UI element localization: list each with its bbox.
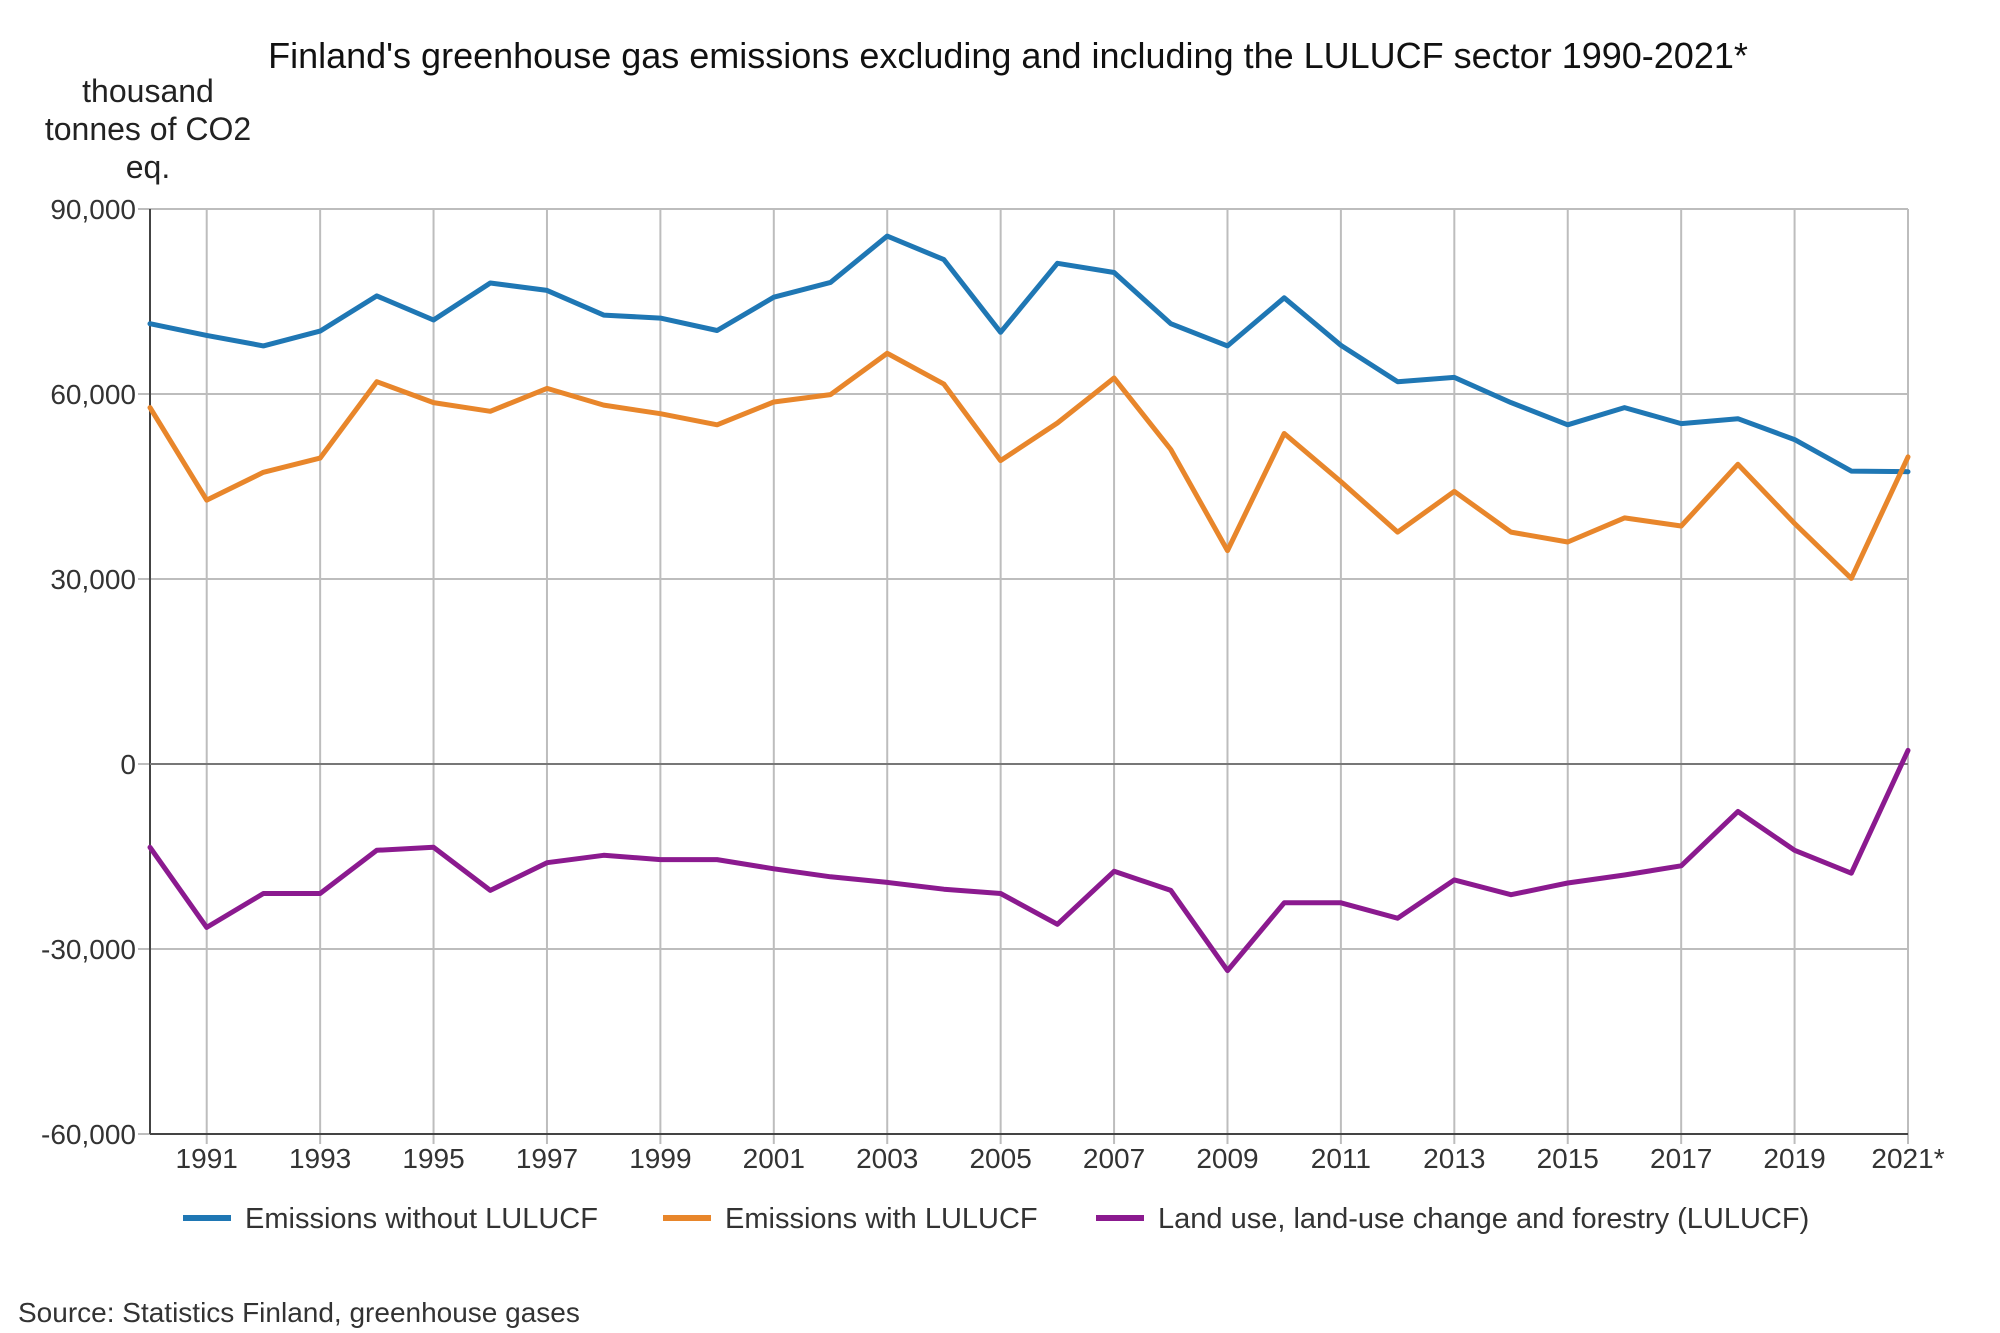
y-axis-label-line-2: tonnes of CO2: [45, 111, 251, 147]
y-axis-label-line-3: eq.: [126, 149, 170, 185]
legend: Emissions without LULUCF Emissions with L…: [183, 1203, 1809, 1235]
grid-lines: [138, 208, 1909, 1144]
series-line-3: [147, 747, 1911, 974]
legend-label: Emissions with LULUCF: [725, 1203, 1038, 1235]
x-tick-label: 1991: [176, 1143, 238, 1174]
x-tick-label: 2007: [1083, 1143, 1145, 1174]
x-tick-label: 2015: [1537, 1143, 1599, 1174]
series-lines: [147, 233, 1911, 974]
x-tick-label: 2005: [969, 1143, 1031, 1174]
x-tick-label: 1993: [289, 1143, 351, 1174]
x-tick-label: 2013: [1423, 1143, 1485, 1174]
x-tick-label: 2017: [1650, 1143, 1712, 1174]
y-axis-label-line-1: thousand: [82, 73, 214, 109]
y-tick-label: 90,000: [50, 194, 136, 225]
y-tick-label: 0: [120, 749, 136, 780]
x-tick-label: 2009: [1196, 1143, 1258, 1174]
x-tick-label: 2021*: [1871, 1143, 1944, 1174]
series-line-2: [147, 350, 1911, 581]
y-tick-label: 30,000: [50, 564, 136, 595]
legend-label: Land use, land-use change and forestry (…: [1158, 1203, 1809, 1235]
x-tick-label: 2019: [1763, 1143, 1825, 1174]
series-line-1: [147, 233, 1911, 475]
y-tick-label: -30,000: [41, 934, 136, 965]
axes: [149, 209, 1908, 1135]
chart-title: Finland's greenhouse gas emissions exclu…: [268, 35, 1748, 76]
x-tick-label: 2001: [743, 1143, 805, 1174]
x-tick-label: 2003: [856, 1143, 918, 1174]
y-tick-label: 60,000: [50, 379, 136, 410]
y-tick-label: -60,000: [41, 1119, 136, 1150]
legend-label: Emissions without LULUCF: [245, 1203, 598, 1235]
y-tick-labels: 90,000 60,000 30,000 0 -30,000 -60,000: [41, 194, 136, 1150]
x-tick-labels: 1991 1993 1995 1997 1999 2001 2003 2005 2007 2009…: [176, 1143, 1945, 1174]
source-note: Source: Statistics Finland, greenhouse g…: [18, 1297, 580, 1328]
x-tick-label: 1995: [402, 1143, 464, 1174]
x-tick-label: 2011: [1311, 1143, 1371, 1174]
x-tick-label: 1997: [516, 1143, 578, 1174]
x-tick-label: 1999: [629, 1143, 691, 1174]
